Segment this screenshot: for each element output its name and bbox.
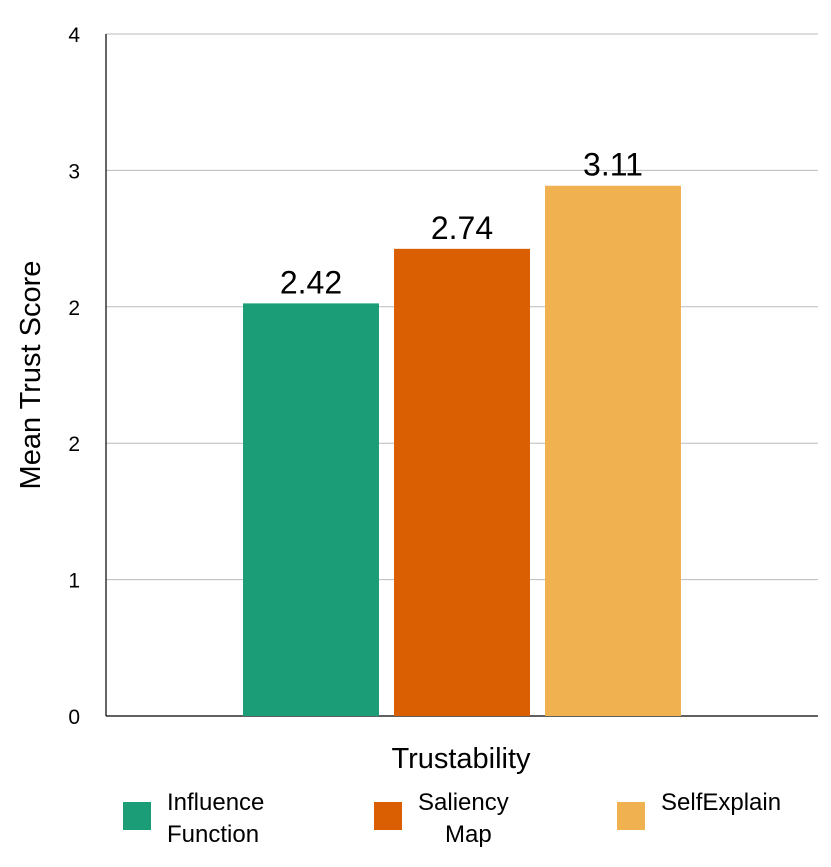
y-tick-label: 0 <box>68 706 80 729</box>
x-axis-title: Trustability <box>391 743 531 775</box>
y-tick-label: 2 <box>68 297 80 320</box>
y-tick-label: 1 <box>68 570 80 593</box>
y-tick-label: 4 <box>68 24 80 47</box>
y-tick-label: 2 <box>68 433 80 456</box>
legend-swatch <box>374 802 402 830</box>
legend-label: Function <box>167 821 259 848</box>
data-label: 2.74 <box>431 210 493 246</box>
y-axis-title: Mean Trust Score <box>15 261 47 490</box>
bar-2 <box>394 248 530 716</box>
legend-label: SelfExplain <box>661 789 781 816</box>
bar-3 <box>545 185 681 716</box>
data-label: 3.11 <box>583 147 643 183</box>
legend-swatch <box>123 802 151 830</box>
y-tick-label: 3 <box>68 160 80 183</box>
legend-swatch <box>617 802 645 830</box>
legend-label: Map <box>445 821 492 848</box>
legend-label: Saliency <box>418 789 509 816</box>
data-label: 2.42 <box>280 264 342 300</box>
legend-label: Influence <box>167 789 264 816</box>
bar-1 <box>243 303 379 716</box>
